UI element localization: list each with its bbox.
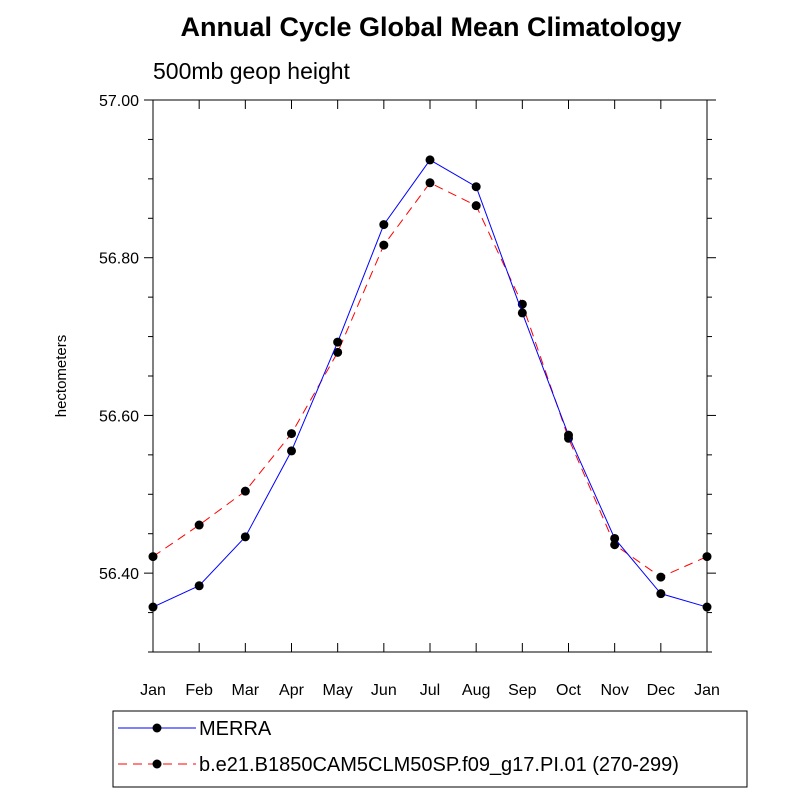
data-point-merra	[471, 182, 481, 192]
data-point-merra	[194, 581, 204, 591]
series-line-model	[152, 182, 708, 578]
x-tick-label: Jan	[694, 682, 720, 699]
x-tick-label: Jun	[371, 682, 397, 699]
data-point-merra	[702, 602, 712, 612]
y-tick-label: 57.00	[99, 93, 139, 110]
data-point-model	[656, 572, 666, 582]
x-tick-label: Dec	[647, 682, 675, 699]
data-point-merra	[564, 430, 573, 440]
data-point-merra	[425, 155, 435, 165]
data-point-merra	[517, 308, 527, 318]
data-point-model	[471, 201, 481, 211]
legend-label-merra: MERRA	[199, 718, 272, 740]
series-line-merra	[152, 159, 708, 608]
x-tick-label: Apr	[279, 682, 305, 699]
legend-label-model: b.e21.B1850CAM5CLM50SP.f09_g17.PI.01 (27…	[199, 754, 679, 776]
legend-box	[112, 710, 748, 788]
data-point-model	[425, 178, 435, 188]
data-point-model	[333, 347, 343, 357]
data-point-merra	[333, 337, 343, 347]
y-tick-label: 56.40	[99, 566, 139, 583]
data-point-merra	[610, 533, 620, 543]
chart-subtitle: 500mb geop height	[153, 58, 351, 84]
plot-area: Jan Feb Mar Apr May Jun Jul Aug Sep Oct Nov Dec Jan 5…	[99, 93, 720, 699]
legend-marker-merra	[152, 723, 162, 733]
chart-title: Annual Cycle Global Mean Climatology	[180, 12, 681, 42]
x-tick-label: Jul	[420, 682, 440, 699]
x-tick-label: Feb	[185, 682, 213, 699]
data-point-model	[148, 552, 158, 562]
data-point-model	[610, 540, 620, 550]
data-point-merra	[379, 220, 389, 230]
legend: MERRA b.e21.B1850CAM5CLM50SP.f09_g17.PI.…	[112, 710, 748, 788]
x-tick-label: Aug	[462, 682, 490, 699]
x-tick-label: Oct	[556, 682, 581, 699]
legend-marker-model	[152, 759, 162, 769]
data-point-model	[240, 486, 250, 496]
x-tick-label: Jan	[140, 682, 166, 699]
data-point-model	[702, 552, 712, 562]
y-tick-label: 56.60	[99, 408, 139, 425]
x-tick-label: Sep	[508, 682, 537, 699]
data-point-merra	[287, 446, 296, 456]
data-point-merra	[240, 532, 250, 542]
y-axis-label: hectometers	[53, 335, 70, 418]
x-tick-label: Mar	[232, 682, 260, 699]
data-point-merra	[656, 589, 666, 599]
data-point-model	[379, 240, 389, 250]
data-point-model	[287, 429, 296, 439]
y-tick-label: 56.80	[99, 251, 139, 268]
data-point-merra	[148, 602, 158, 612]
x-tick-label: Nov	[600, 682, 628, 699]
x-tick-label: May	[323, 682, 353, 699]
data-point-model	[194, 520, 204, 530]
